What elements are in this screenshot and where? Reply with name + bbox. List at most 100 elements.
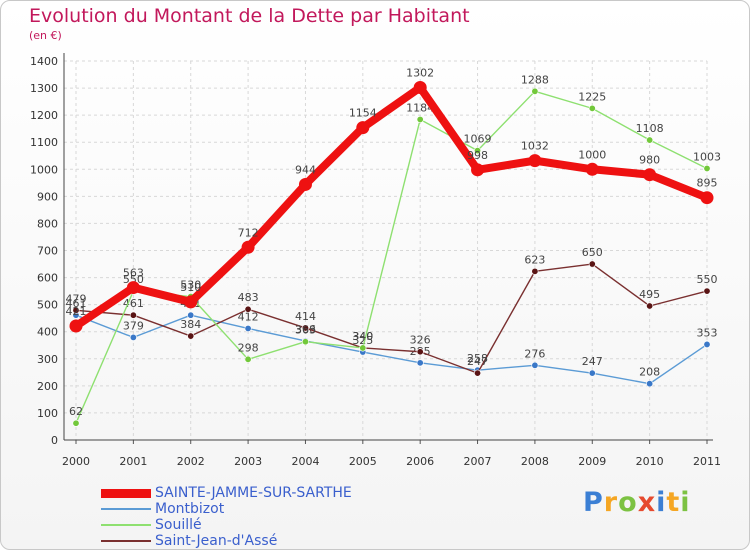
data-point	[187, 332, 195, 340]
y-tick-label: 1100	[30, 136, 58, 149]
logo-letter: i	[680, 487, 691, 518]
x-tick-label: 2006	[406, 455, 434, 468]
data-point	[700, 191, 714, 205]
legend-swatch-souille	[101, 524, 151, 526]
x-tick-label: 2010	[636, 455, 664, 468]
x-tick-label: 2001	[119, 455, 147, 468]
series-line	[75, 263, 708, 374]
data-label: 414	[295, 310, 316, 323]
data-label: 623	[524, 253, 545, 266]
series-group: 4613794614123663252852582762472083534794…	[66, 67, 721, 427]
legend-item-montbizot[interactable]: Montbizot	[101, 501, 352, 517]
data-point	[301, 338, 309, 346]
data-label: 1302	[406, 67, 434, 80]
proxiti-logo: Proxiti	[583, 487, 691, 518]
data-label: 479	[66, 292, 87, 305]
y-tick-label: 1200	[30, 109, 58, 122]
data-label: 510	[180, 281, 201, 294]
legend-item-souille[interactable]: Souillé	[101, 517, 352, 533]
data-point	[356, 121, 370, 135]
x-tick-label: 2004	[291, 455, 319, 468]
y-tick-labels: 0 100 200 300 400 500 600 700 800 900 1000 1100 1200…	[30, 55, 58, 447]
data-point	[413, 81, 427, 95]
data-point	[643, 168, 657, 182]
data-point	[416, 359, 424, 367]
data-point	[531, 87, 539, 95]
data-label: 62	[69, 405, 83, 418]
legend-swatch-sainte-jamme	[101, 488, 151, 498]
data-label: 1032	[521, 140, 549, 153]
logo-letter: t	[666, 487, 681, 518]
y-tick-label: 200	[37, 380, 58, 393]
data-label: 421	[66, 305, 87, 318]
data-label: 550	[697, 273, 718, 286]
legend-item-sainte-jamme[interactable]: SAINTE-JAMME-SUR-SARTHE	[101, 485, 352, 501]
x-tick-label: 2011	[693, 455, 721, 468]
x-tick-label: 2008	[521, 455, 549, 468]
y-tick-label: 700	[37, 245, 58, 258]
axes	[63, 53, 713, 444]
data-point	[241, 240, 255, 254]
data-label: 1225	[578, 90, 606, 103]
logo-letter: x	[637, 487, 657, 518]
data-point	[244, 324, 252, 332]
y-tick-label: 1300	[30, 82, 58, 95]
data-label: 340	[352, 330, 373, 343]
y-tick-label: 300	[37, 353, 58, 366]
data-point	[72, 306, 80, 314]
data-label: 895	[697, 177, 718, 190]
y-tick-label: 800	[37, 217, 58, 230]
data-label: 412	[238, 310, 259, 323]
data-label: 495	[639, 288, 660, 301]
data-point	[703, 340, 711, 348]
data-point	[585, 162, 599, 176]
data-label: 258	[467, 352, 488, 365]
legend-label: Souillé	[155, 517, 202, 533]
data-label: 550	[123, 273, 144, 286]
series-line	[75, 90, 708, 424]
data-label: 298	[238, 341, 259, 354]
line-chart: 0 100 200 300 400 500 600 700 800 900 1000 1100 1200…	[30, 53, 721, 468]
data-label: 944	[295, 163, 316, 176]
legend: SAINTE-JAMME-SUR-SARTHE Montbizot Souill…	[101, 485, 352, 549]
logo-letter: i	[656, 487, 667, 518]
legend-item-saint-jean[interactable]: Saint-Jean-d'Assé	[101, 533, 352, 549]
data-point	[129, 311, 137, 319]
x-tick-labels: 2000 2001 2002 2003 2004 2005 2006 2007 2008 2009…	[62, 455, 721, 468]
data-label: 980	[639, 154, 660, 167]
data-label: 1154	[349, 107, 377, 120]
y-tick-label: 100	[37, 407, 58, 420]
data-point	[416, 115, 424, 123]
data-point	[244, 305, 252, 313]
data-point	[471, 163, 485, 177]
data-point	[187, 311, 195, 319]
data-label: 483	[238, 291, 259, 304]
legend-label: Montbizot	[155, 501, 225, 517]
data-point	[474, 369, 482, 377]
data-label: 247	[582, 355, 603, 368]
data-label: 379	[123, 319, 144, 332]
series-line	[72, 83, 711, 331]
data-label: 1108	[636, 122, 664, 135]
data-point	[588, 369, 596, 377]
data-label: 384	[180, 318, 201, 331]
data-point	[703, 164, 711, 172]
data-point	[359, 344, 367, 352]
data-point	[588, 104, 596, 112]
data-label: 1069	[464, 133, 492, 146]
data-label: 208	[639, 366, 660, 379]
data-point	[69, 319, 83, 333]
data-label: 325	[352, 334, 373, 347]
data-label: 461	[66, 297, 87, 310]
data-point	[298, 177, 312, 191]
legend-label: SAINTE-JAMME-SUR-SARTHE	[155, 485, 352, 501]
chart-title: Evolution du Montant de la Dette par Hab…	[29, 5, 470, 27]
data-label: 563	[123, 267, 144, 280]
data-point	[528, 154, 542, 168]
data-label: 1003	[693, 150, 721, 163]
y-tick-label: 1400	[30, 55, 58, 68]
legend-swatch-saint-jean	[101, 540, 151, 542]
data-point	[244, 355, 252, 363]
chart-subtitle: (en €)	[29, 29, 62, 42]
